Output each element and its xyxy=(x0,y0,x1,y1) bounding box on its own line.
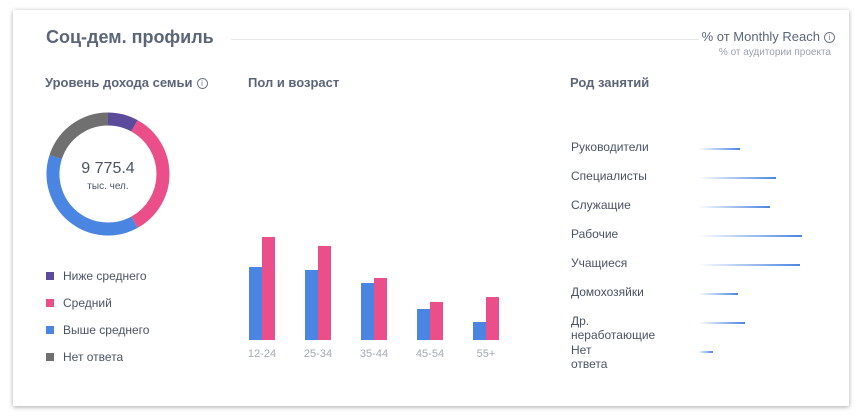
legend-label: Выше среднего xyxy=(63,322,150,337)
occupation-label: Нет ответа xyxy=(571,343,608,371)
bar[interactable] xyxy=(249,267,262,340)
occupation-label: Др. неработающие xyxy=(571,314,656,342)
donut-total-unit: тыс. чел. xyxy=(87,181,128,192)
occupation-label: Специалисты xyxy=(571,169,647,183)
legend-swatch xyxy=(46,325,54,334)
metric-label: % от Monthly Reach xyxy=(701,29,820,44)
legend-label: Ниже среднего xyxy=(63,268,147,283)
occupation-bar[interactable] xyxy=(698,235,802,237)
occupation-label: Руководители xyxy=(571,140,649,154)
gender-age-title: Пол и возраст xyxy=(248,75,340,90)
occupation-bar[interactable] xyxy=(698,206,770,208)
bar[interactable] xyxy=(430,302,443,340)
income-donut-chart: 9 775.4 тыс. чел. xyxy=(46,112,170,236)
occupation-label: Рабочие xyxy=(571,227,619,241)
title-divider xyxy=(231,39,699,40)
occupation-label: Служащие xyxy=(571,198,631,212)
occupation-label: Домохозяйки xyxy=(571,285,644,299)
occupation-bar[interactable] xyxy=(698,351,713,353)
bar[interactable] xyxy=(486,297,499,340)
income-section-title: Уровень дохода семьи i xyxy=(45,75,208,90)
x-tick-label: 25-34 xyxy=(304,348,332,360)
bar[interactable] xyxy=(318,246,331,340)
donut-total-value: 9 775.4 xyxy=(81,160,134,177)
metric-selector[interactable]: % от Monthly Reach i % от аудитории проек… xyxy=(702,29,835,58)
legend-swatch xyxy=(46,298,54,307)
legend-item[interactable]: Выше среднего xyxy=(46,316,149,343)
bar[interactable] xyxy=(374,278,387,340)
legend-item[interactable]: Нет ответа xyxy=(46,343,149,370)
bar[interactable] xyxy=(305,270,318,340)
legend-item[interactable]: Ниже среднего xyxy=(46,262,149,289)
legend-swatch xyxy=(46,352,54,361)
donut-slice xyxy=(107,112,138,132)
occupation-bar[interactable] xyxy=(698,148,740,150)
info-icon[interactable]: i xyxy=(196,78,208,89)
donut-slice xyxy=(131,120,170,228)
occupation-label: Учащиеся xyxy=(571,256,628,270)
card-title: Соц-дем. профиль xyxy=(46,27,214,47)
x-tick-label: 12-24 xyxy=(248,348,276,360)
x-tick-label: 45-54 xyxy=(416,348,444,360)
occupation-title: Род занятий xyxy=(570,75,650,90)
bar[interactable] xyxy=(262,237,275,340)
occupation-bar[interactable] xyxy=(698,293,738,295)
occupation-bar[interactable] xyxy=(698,177,776,179)
donut-slice xyxy=(46,155,138,236)
socdem-card: Соц-дем. профиль % от Monthly Reach i % о… xyxy=(13,10,849,406)
legend-label: Средний xyxy=(63,295,112,310)
bar[interactable] xyxy=(473,322,486,340)
info-icon[interactable]: i xyxy=(824,32,835,43)
donut-slice xyxy=(49,112,109,160)
legend-label: Нет ответа xyxy=(63,349,124,364)
legend-swatch xyxy=(46,271,54,280)
x-tick-label: 35-44 xyxy=(360,348,388,360)
income-title: Уровень дохода семьи xyxy=(45,75,193,90)
x-tick-label: 55+ xyxy=(477,348,496,360)
metric-sub-label: % от аудитории проекта xyxy=(718,47,831,58)
bar[interactable] xyxy=(361,283,374,340)
occupation-bar[interactable] xyxy=(698,264,800,266)
occupation-bar[interactable] xyxy=(698,322,745,324)
legend-item[interactable]: Средний xyxy=(46,289,149,316)
gender-age-bar-chart: 12-24 25-34 35-44 45-54 55+ xyxy=(248,237,499,360)
income-legend: Ниже среднего Средний Выше среднего Нет отв… xyxy=(46,262,149,370)
bar[interactable] xyxy=(417,309,430,340)
